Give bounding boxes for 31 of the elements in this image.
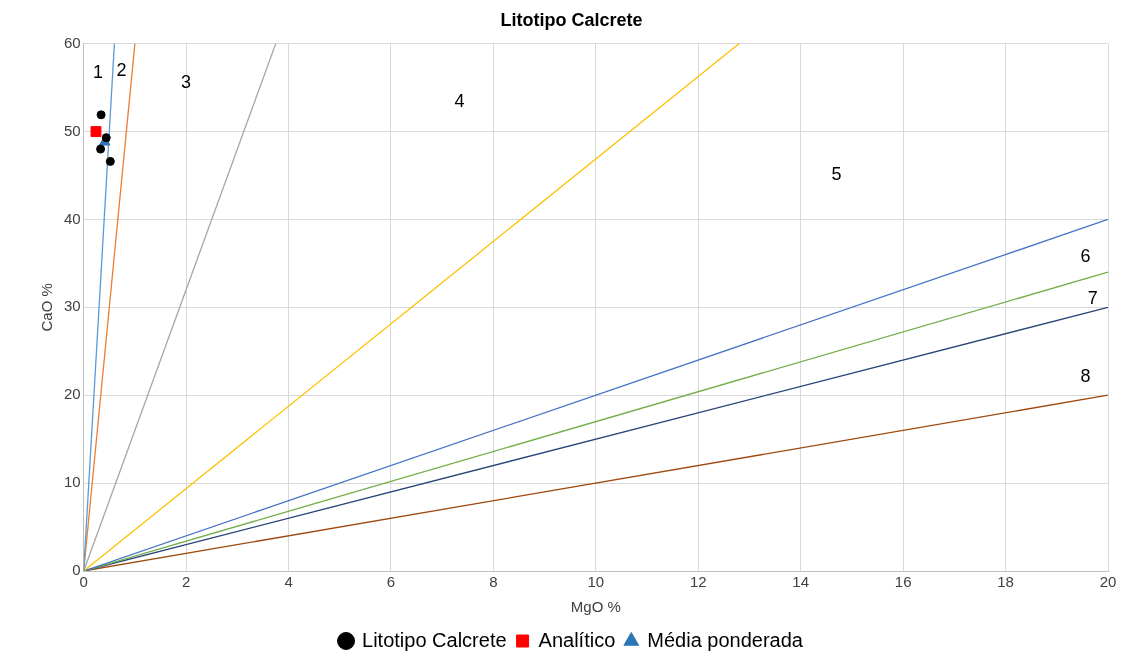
y-tick-label: 40 [64,209,81,227]
annotation: 4 [454,90,465,111]
annotation: 6 [1080,246,1091,267]
x-axis-title: MgO % [570,598,621,616]
annotation: 5 [831,164,842,185]
legend-label: Analítico [538,628,616,651]
y-tick-label: 50 [64,121,81,139]
y-tick-label: 20 [64,385,81,403]
legend-label: Média ponderada [647,628,804,651]
annotation: 1 [93,62,104,83]
y-tick-label: 10 [64,473,81,491]
x-tick-label: 10 [587,573,605,591]
y-tick-label: 0 [72,561,81,579]
annotation: 3 [181,72,192,93]
x-tick-label: 8 [489,573,498,591]
x-tick-label: 4 [284,573,293,591]
x-tick-label: 6 [386,573,396,591]
y-tick-label: 60 [64,33,81,51]
x-tick-label: 18 [997,573,1014,591]
x-tick-label: 14 [792,573,810,591]
chart-title: Litotipo Calcrete [500,9,643,30]
x-tick-label: 16 [894,573,912,591]
x-tick-label: 2 [181,573,191,591]
y-tick-label: 30 [64,297,81,315]
x-tick-label: 20 [1099,573,1117,591]
annotation: 8 [1080,365,1091,386]
legend-label: Litotipo Calcrete [362,628,507,651]
x-tick-label: 12 [689,573,707,591]
annotation: 7 [1087,288,1098,309]
annotation: 2 [116,59,127,80]
y-axis-title: CaO % [38,283,56,332]
